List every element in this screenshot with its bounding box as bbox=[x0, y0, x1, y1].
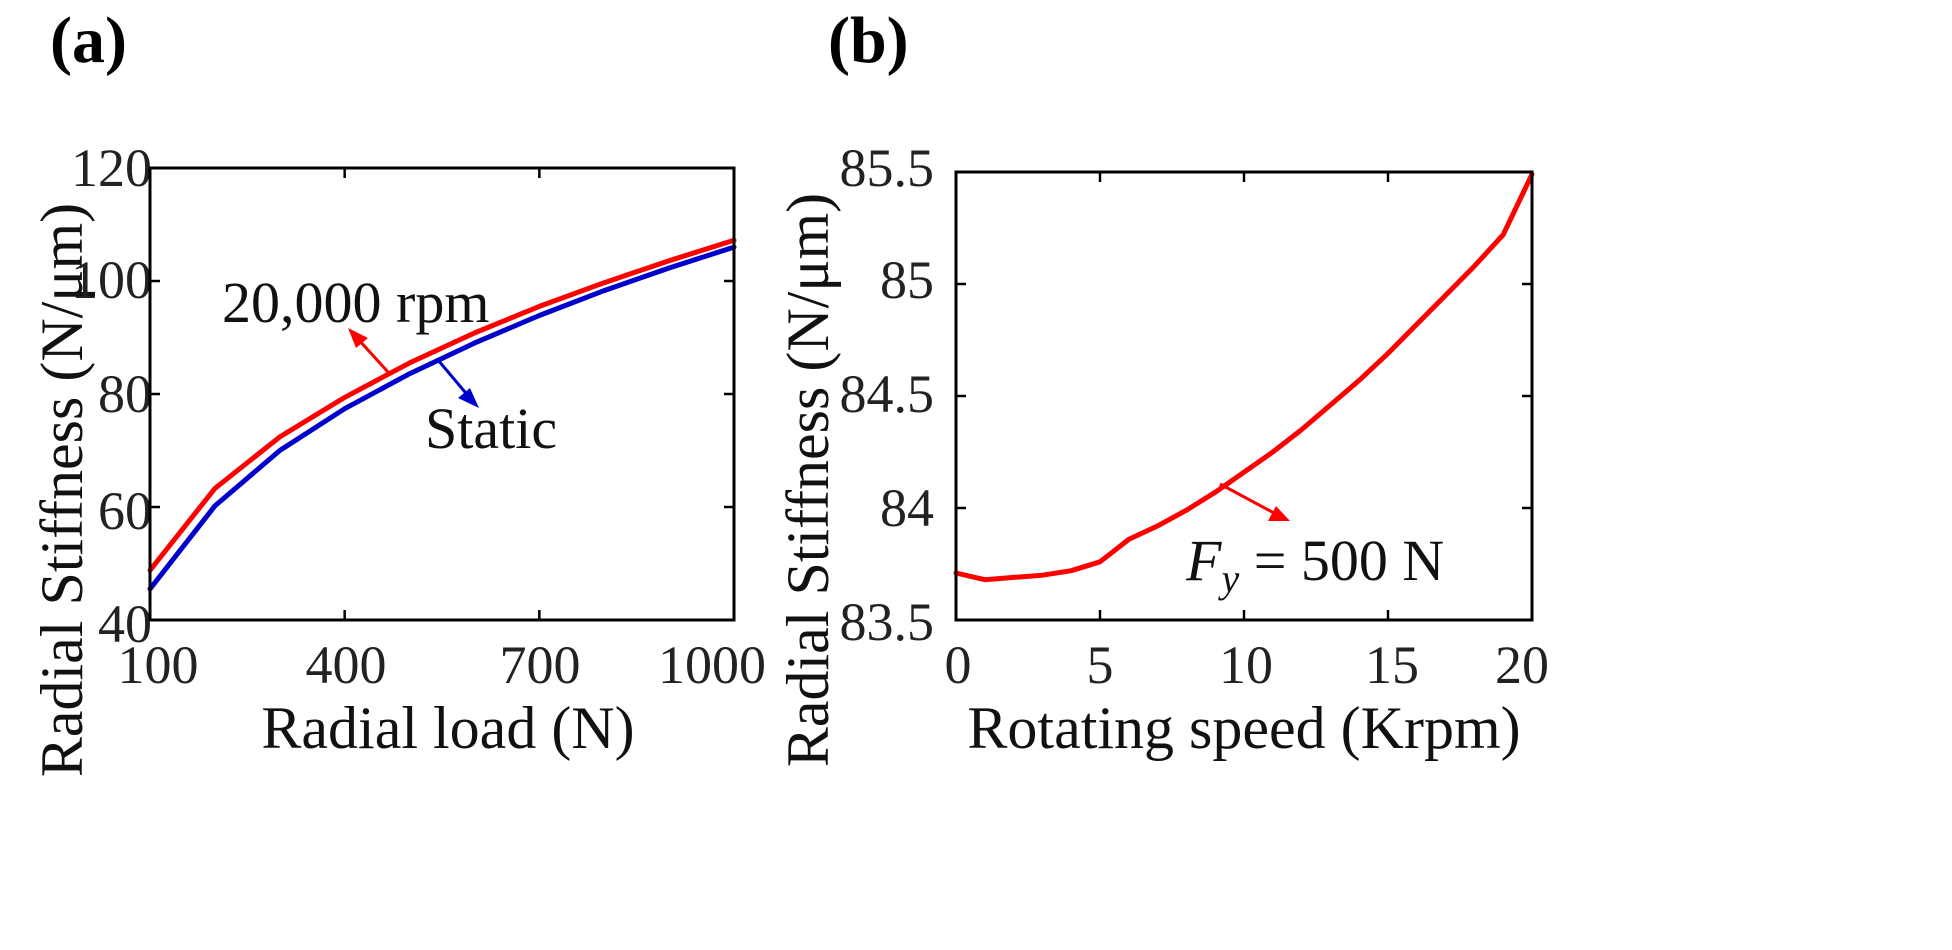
panel-b-y-tick-label: 84 bbox=[880, 478, 934, 538]
panel-a-plot-area bbox=[147, 166, 737, 622]
panel-a: (a) Radial Stiffness (N/μm) 40 60 80 100… bbox=[29, 4, 766, 777]
panel-b-x-tick-label: 20 bbox=[1495, 635, 1549, 695]
panel-a-x-axis-title: Radial load (N) bbox=[261, 695, 634, 761]
panel-a-y-tick-label: 120 bbox=[71, 138, 152, 198]
panel-b-y-tick-label: 83.5 bbox=[840, 592, 935, 652]
panel-b-y-tick-label: 85.5 bbox=[840, 138, 935, 198]
panel-b-annotation-fy: Fy = 500 N bbox=[1185, 528, 1444, 601]
panel-b-x-tick-label: 10 bbox=[1219, 635, 1273, 695]
panel-a-y-axis-title: Radial Stiffness (N/μm) bbox=[29, 203, 95, 777]
panel-b-series-line-0 bbox=[953, 171, 1535, 583]
panel-b-y-tick-label: 84.5 bbox=[840, 364, 935, 424]
panel-a-x-tick-label: 400 bbox=[306, 635, 387, 695]
panel-a-y-tick-label: 80 bbox=[98, 364, 152, 424]
panel-a-annotation-static: Static bbox=[425, 396, 557, 461]
panel-b-y-tick-label: 85 bbox=[880, 250, 934, 310]
panel-a-axes-frame bbox=[148, 166, 736, 622]
panel-b-x-axis-title: Rotating speed (Krpm) bbox=[967, 695, 1520, 761]
panel-b-annotation-sub: y bbox=[1217, 556, 1239, 601]
panel-b-plot-area bbox=[953, 170, 1535, 622]
panel-b-y-axis-title: Radial Stiffness (N/μm) bbox=[775, 193, 841, 767]
panel-b-x-tick-label: 5 bbox=[1087, 635, 1114, 695]
panel-a-y-tick-label: 40 bbox=[98, 594, 152, 654]
panel-b-arrow-red bbox=[1219, 482, 1290, 521]
panel-b: (b) Radial Stiffness (N/μm) 83.5 84 84.5… bbox=[775, 4, 1549, 767]
panel-a-arrow-blue bbox=[436, 359, 479, 408]
panel-a-series-line-0 bbox=[147, 237, 737, 573]
panel-b-axes-frame bbox=[954, 170, 1534, 622]
panel-a-label: (a) bbox=[50, 4, 127, 77]
panel-b-label: (b) bbox=[828, 4, 909, 77]
panel-a-x-tick-label: 700 bbox=[500, 635, 581, 695]
panel-b-annotation-rest: = 500 N bbox=[1239, 528, 1444, 593]
panel-a-y-tick-label: 100 bbox=[71, 250, 152, 310]
panel-b-x-tick-label: 0 bbox=[945, 635, 972, 695]
panel-b-x-tick-label: 15 bbox=[1365, 635, 1419, 695]
panel-a-annotation-20000rpm: 20,000 rpm bbox=[222, 270, 489, 335]
panel-a-x-tick-label: 100 bbox=[118, 635, 199, 695]
panel-a-x-tick-label: 1000 bbox=[658, 635, 766, 695]
panel-a-series-line-1 bbox=[147, 244, 737, 592]
panel-b-annotation-var: F bbox=[1185, 528, 1222, 593]
panel-a-arrow-red bbox=[348, 328, 390, 374]
panel-a-y-tick-label: 60 bbox=[98, 481, 152, 541]
